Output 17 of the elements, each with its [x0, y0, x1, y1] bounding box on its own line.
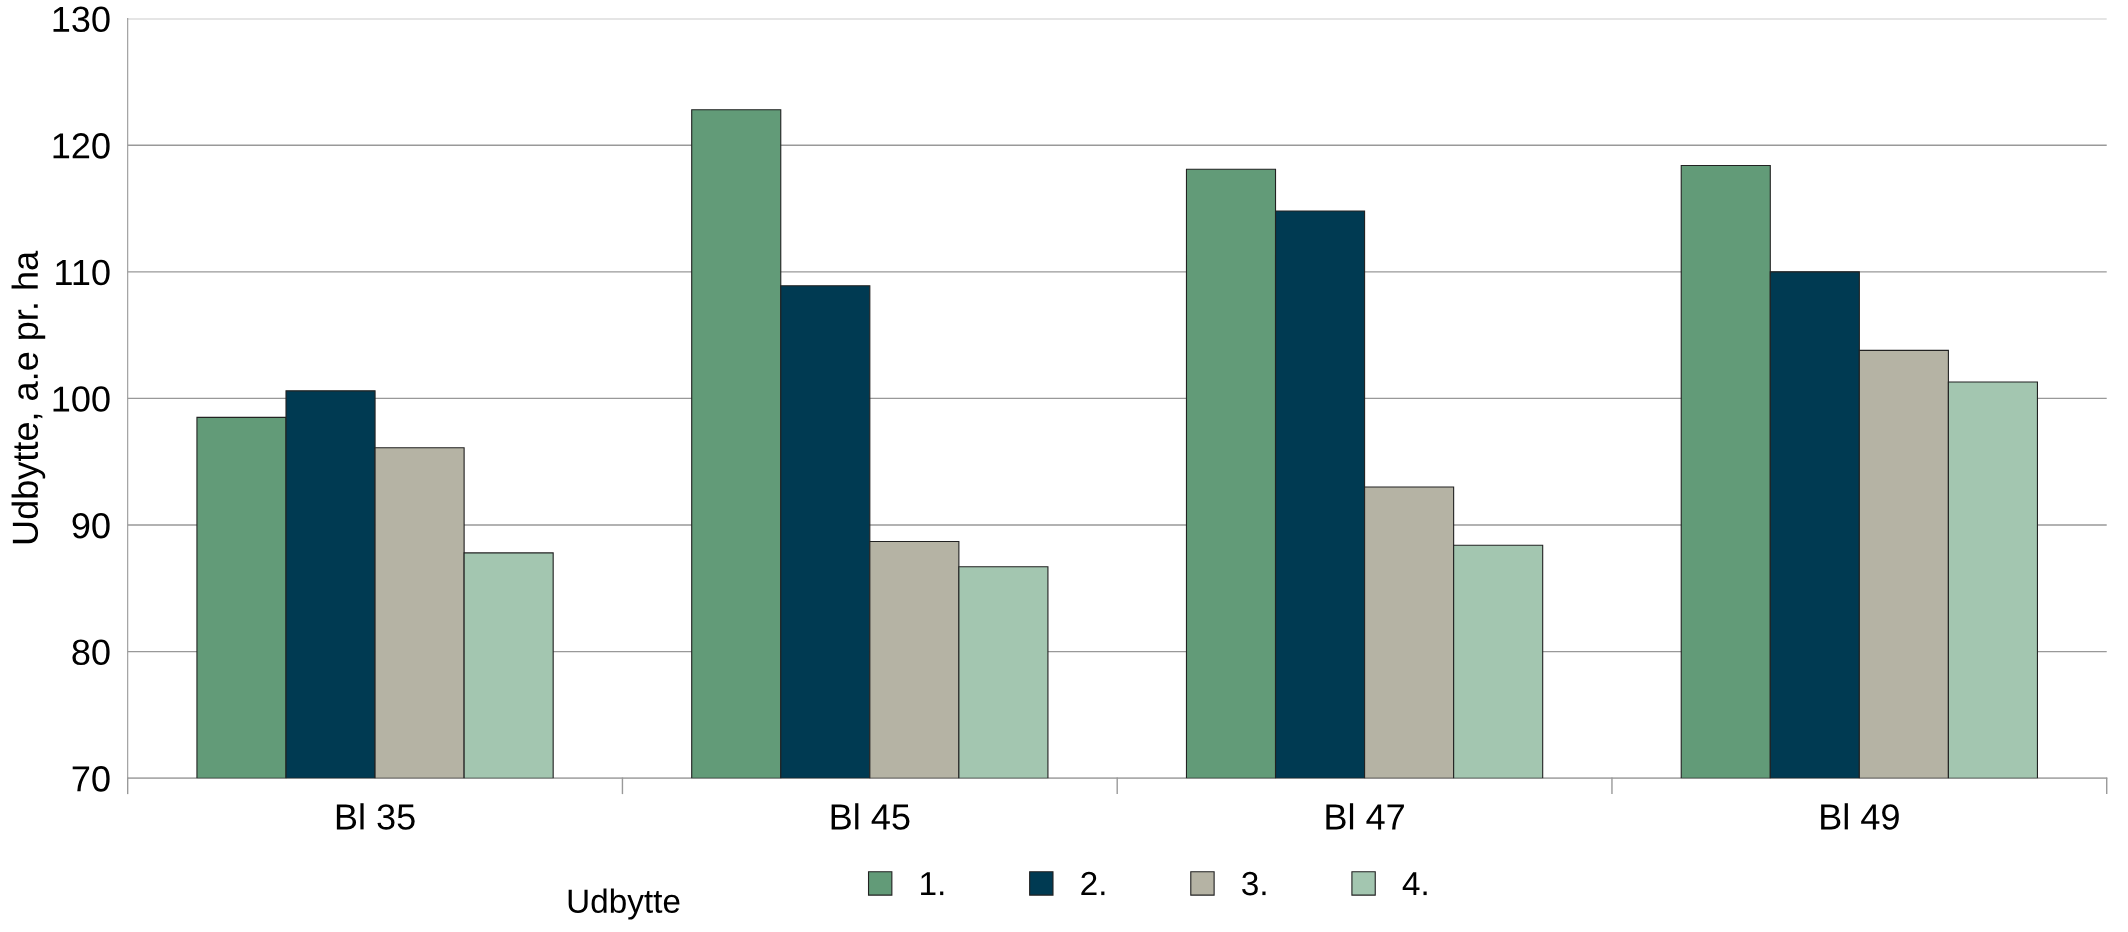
- legend-label: 1.: [921, 872, 944, 896]
- y-tick-label: 100: [53, 386, 110, 412]
- y-tick-label: 120: [53, 133, 110, 159]
- y-tick-label: 110: [56, 259, 110, 286]
- y-tick-label: 90: [72, 512, 110, 539]
- legend-label: 2.: [1081, 871, 1105, 896]
- legend-label: 3.: [1242, 871, 1266, 896]
- x-tick-label: Bl 35: [336, 803, 415, 830]
- x-tick-label: Bl 47: [1326, 803, 1404, 830]
- x-tick-label: Bl 45: [831, 803, 910, 830]
- legend-title: Udbytte: [568, 888, 680, 920]
- x-tick-label: Bl 49: [1821, 803, 1899, 830]
- legend-label: 4.: [1402, 872, 1427, 896]
- y-tick-label: 80: [72, 639, 110, 666]
- y-tick-label: 70: [72, 766, 110, 792]
- y-axis-title: Udbytte, a.e pr. ha: [11, 250, 46, 544]
- y-tick-label: 130: [53, 6, 110, 33]
